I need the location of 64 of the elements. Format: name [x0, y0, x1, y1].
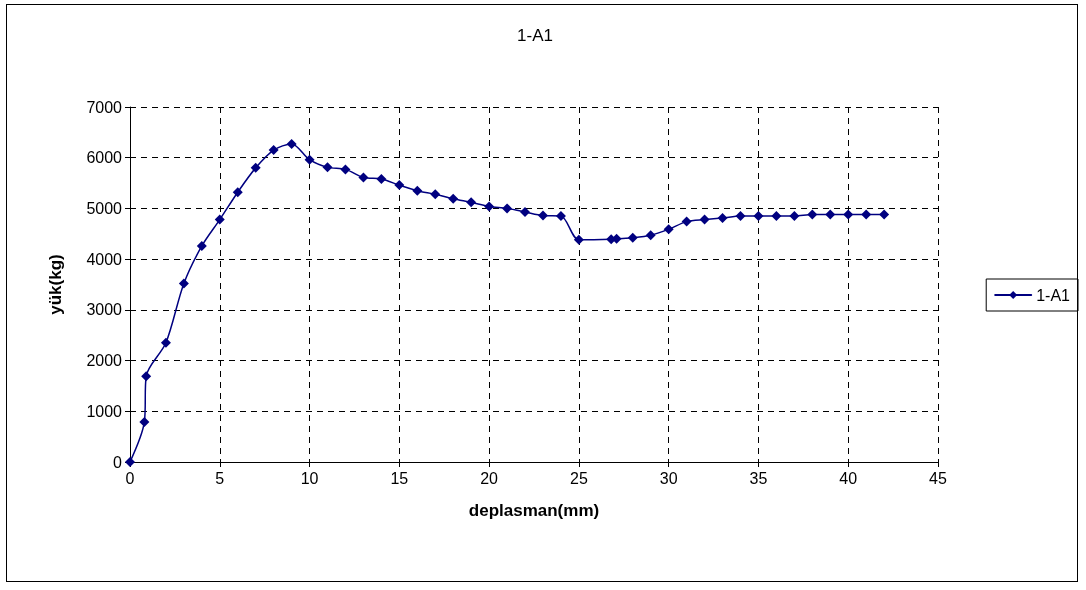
point	[394, 180, 405, 191]
point	[537, 210, 548, 221]
point	[125, 457, 135, 467]
y-tick-label: 6000	[86, 149, 123, 167]
x-tick-label: 40	[839, 469, 858, 487]
point	[555, 211, 566, 222]
point	[448, 193, 459, 204]
point	[753, 211, 764, 222]
point	[717, 213, 728, 224]
point	[843, 209, 854, 220]
point	[789, 211, 800, 222]
point	[340, 164, 351, 175]
point	[196, 240, 207, 251]
chart-title: 1-A1	[517, 26, 553, 45]
point	[304, 154, 315, 165]
point	[879, 209, 890, 220]
y-tick-label: 3000	[86, 301, 123, 319]
point	[232, 187, 243, 198]
point	[430, 189, 441, 200]
point	[141, 371, 152, 382]
point	[484, 201, 495, 212]
point	[466, 197, 477, 208]
point	[771, 211, 782, 222]
point	[286, 139, 297, 150]
point	[502, 203, 513, 214]
point	[573, 234, 584, 245]
y-tick-label: 4000	[86, 250, 123, 268]
x-tick-label: 25	[569, 469, 588, 487]
x-tick-label: 20	[480, 469, 499, 487]
point	[322, 162, 333, 173]
point	[520, 206, 531, 217]
point	[825, 209, 836, 220]
point	[160, 337, 171, 348]
point	[268, 145, 279, 156]
legend-label: 1-A1	[1036, 286, 1071, 304]
point	[214, 214, 225, 225]
point	[807, 209, 818, 220]
x-tick-label: 15	[390, 469, 409, 487]
point	[376, 174, 387, 185]
x-tick-label: 5	[215, 469, 225, 487]
point	[699, 214, 710, 225]
y-tick-label: 0	[113, 453, 123, 471]
point	[681, 216, 692, 227]
point	[627, 232, 638, 243]
point	[645, 230, 656, 241]
y-tick-label: 2000	[86, 352, 123, 370]
y-axis-title: yük(kg)	[46, 254, 65, 315]
x-tick-label: 10	[300, 469, 319, 487]
point	[358, 172, 369, 183]
point	[735, 211, 746, 222]
x-tick-label: 45	[929, 469, 947, 487]
y-tick-label: 5000	[86, 199, 123, 217]
y-tick-label: 1000	[86, 402, 123, 420]
point	[178, 278, 189, 289]
point	[861, 209, 872, 220]
point	[412, 185, 423, 196]
x-tick-label: 30	[659, 469, 678, 487]
x-tick-label: 35	[749, 469, 768, 487]
x-axis-title: deplasman(mm)	[468, 501, 600, 520]
point	[250, 162, 261, 173]
point	[663, 224, 674, 235]
point	[139, 416, 150, 427]
y-tick-label: 7000	[86, 98, 123, 116]
x-tick-label: 0	[125, 469, 135, 487]
